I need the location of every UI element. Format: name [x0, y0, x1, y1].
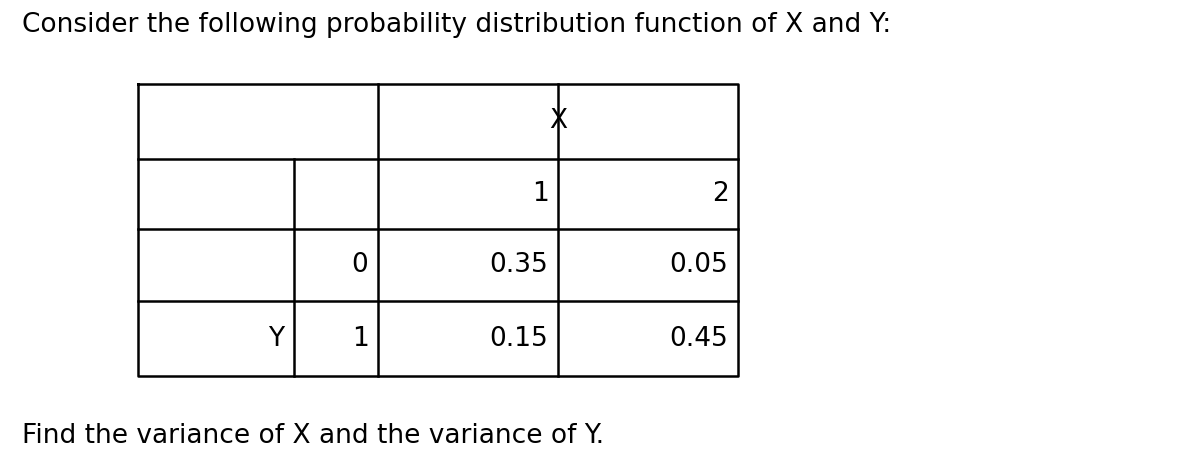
Text: X: X — [548, 108, 568, 134]
Text: Find the variance of X and the variance of Y.: Find the variance of X and the variance … — [22, 423, 604, 449]
Text: 0.15: 0.15 — [490, 325, 548, 352]
Text: 1: 1 — [532, 181, 548, 207]
Text: Consider the following probability distribution function of X and Y:: Consider the following probability distr… — [22, 12, 890, 38]
Text: 0: 0 — [352, 252, 368, 278]
Text: 0.05: 0.05 — [670, 252, 728, 278]
Text: 0.35: 0.35 — [490, 252, 548, 278]
Text: Y: Y — [269, 325, 284, 352]
Text: 0.45: 0.45 — [670, 325, 728, 352]
Text: 1: 1 — [352, 325, 368, 352]
Text: 2: 2 — [712, 181, 728, 207]
